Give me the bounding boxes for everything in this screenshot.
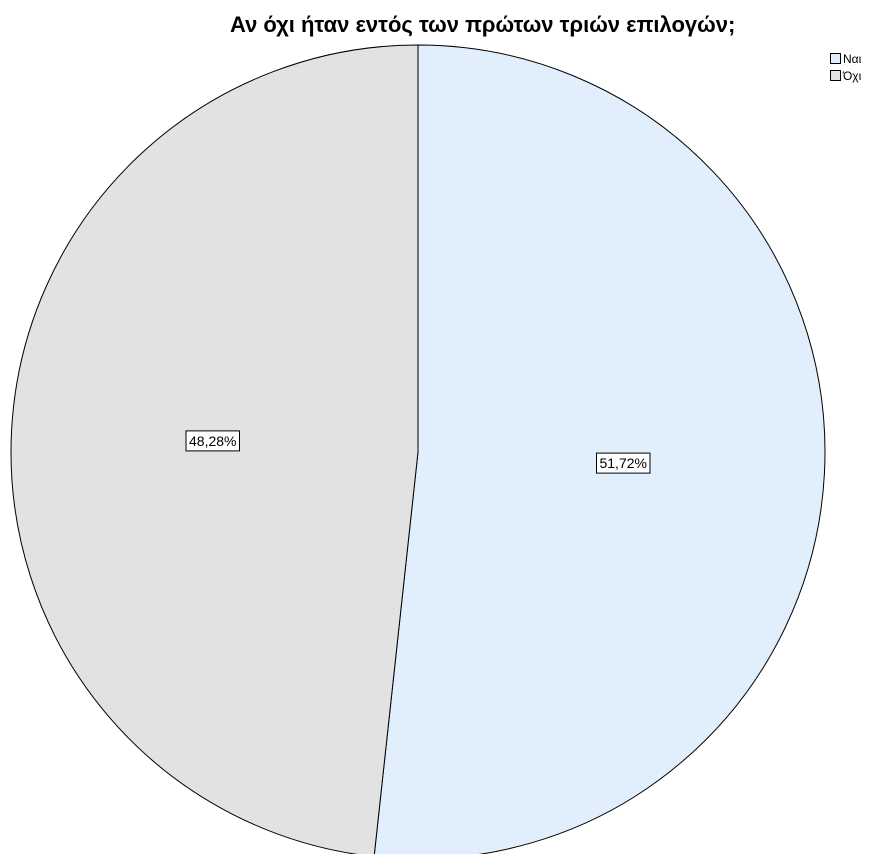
data-label-ochi: 48,28% (185, 430, 241, 452)
legend-label-nai: Ναι (843, 51, 862, 66)
data-label-box-nai (595, 452, 651, 474)
legend-label-ochi: Όχι (843, 68, 862, 83)
legend-swatch-ochi (830, 70, 841, 81)
legend-swatch-nai (830, 53, 841, 64)
legend: Ναι Όχι (830, 50, 861, 84)
data-label-nai: 51,72% (595, 452, 651, 474)
data-label-text-nai: 51,72% (599, 455, 646, 471)
chart-title: Αν όχι ήταν εντός των πρώτων τριών επιλο… (230, 12, 736, 37)
legend-item-nai: Ναι (830, 50, 861, 67)
data-label-box-ochi (185, 430, 241, 452)
data-label-text-ochi: 48,28% (189, 433, 236, 449)
legend-item-ochi: Όχι (830, 67, 861, 84)
pie-slice-nai (373, 44, 826, 854)
